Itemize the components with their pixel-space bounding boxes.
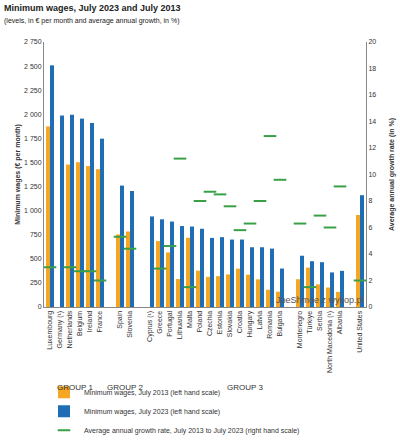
svg-text:0: 0 [38,303,42,310]
svg-text:Netherlands: Netherlands [66,310,73,348]
svg-text:1 500: 1 500 [24,159,42,166]
svg-text:Latvia: Latvia [256,311,263,330]
svg-text:Minimum wages, July 2023 and J: Minimum wages, July 2023 and July 2013(l… [4,3,181,25]
svg-text:JoeShmoe z wykop.pl: JoeShmoe z wykop.pl [276,295,364,305]
svg-text:Average annual growth rate (in: Average annual growth rate (in %) [388,118,396,231]
svg-text:France: France [96,311,103,333]
svg-text:8: 8 [368,197,372,204]
svg-text:Belgium: Belgium [76,311,84,336]
svg-text:Czechia: Czechia [206,311,213,336]
svg-text:Average annual growth rate, Ju: Average annual growth rate, July 2013 to… [84,427,299,435]
svg-text:Hungary: Hungary [246,310,254,337]
svg-text:2 000: 2 000 [24,111,42,118]
svg-text:18: 18 [368,65,376,72]
svg-text:Estonia: Estonia [216,311,223,334]
svg-text:Slovakia: Slovakia [226,311,233,338]
svg-text:Portugal: Portugal [166,310,174,337]
svg-text:12: 12 [368,144,376,151]
svg-text:GROUP 3: GROUP 3 [227,383,263,392]
svg-text:1 750: 1 750 [24,135,42,142]
svg-text:Slovenia: Slovenia [126,311,133,338]
svg-text:Poland: Poland [196,311,203,333]
svg-text:750: 750 [30,231,42,238]
svg-text:United States: United States [356,310,363,353]
svg-text:Romania: Romania [266,311,273,339]
svg-text:14: 14 [368,118,376,125]
svg-text:Croatia: Croatia [236,311,243,334]
svg-text:2 500: 2 500 [24,63,42,70]
svg-text:Minimum wages, July 2013 (left: Minimum wages, July 2013 (left hand scal… [84,389,220,397]
svg-text:Bulgaria: Bulgaria [276,311,284,337]
svg-text:20: 20 [368,38,376,45]
svg-text:2 250: 2 250 [24,87,42,94]
svg-text:Malta: Malta [186,311,193,328]
svg-text:Serbia: Serbia [316,311,323,331]
svg-text:Greece: Greece [156,311,163,334]
svg-text:2 750: 2 750 [24,38,42,45]
svg-text:500: 500 [30,255,42,262]
svg-text:GROUP 1: GROUP 1 [57,383,93,392]
svg-text:GROUP 2: GROUP 2 [107,383,143,392]
svg-text:0: 0 [368,303,372,310]
svg-text:4: 4 [368,250,372,257]
svg-text:16: 16 [368,91,376,98]
svg-text:Albania: Albania [336,311,343,334]
svg-text:Minimum wages (€ per month): Minimum wages (€ per month) [14,124,22,225]
svg-text:Luxembourg: Luxembourg [46,311,54,350]
svg-text:North Macedonia (¹): North Macedonia (¹) [326,311,334,373]
svg-text:Lithuania: Lithuania [176,311,183,340]
svg-text:Ireland: Ireland [86,311,93,333]
svg-text:Montenegro: Montenegro [296,311,304,348]
svg-text:Minimum wages, July 2023 (left: Minimum wages, July 2023 (left hand scal… [84,408,220,416]
svg-text:Cyprus (¹): Cyprus (¹) [146,311,154,342]
svg-text:Spain: Spain [116,311,124,329]
svg-text:Türkiye: Türkiye [306,311,314,334]
svg-text:10: 10 [368,171,376,178]
svg-text:1 000: 1 000 [24,207,42,214]
svg-text:250: 250 [30,279,42,286]
svg-text:2: 2 [368,277,372,284]
svg-text:1 250: 1 250 [24,183,42,190]
svg-text:6: 6 [368,224,372,231]
svg-text:Germany (¹): Germany (¹) [56,311,64,349]
